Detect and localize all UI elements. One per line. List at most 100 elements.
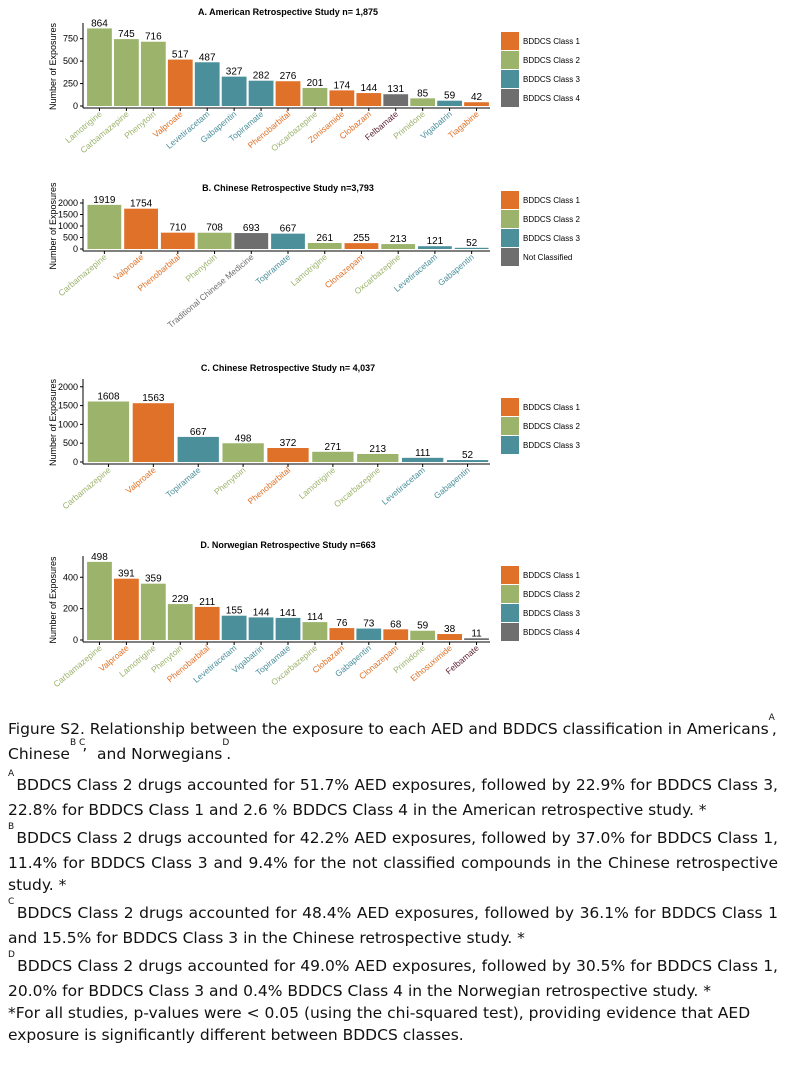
y-tick-label: 400: [63, 572, 78, 582]
y-tick-label: 0: [73, 635, 78, 645]
bar-oxcarbazepine: [302, 87, 328, 106]
x-tick-label: Topiramate: [164, 465, 203, 500]
bar-value-label: 59: [444, 91, 456, 102]
bar-value-label: 327: [226, 67, 243, 78]
bar-value-label: 487: [199, 52, 216, 63]
bar-gabapentin: [221, 76, 247, 106]
legend-swatch: [501, 623, 519, 641]
legend-swatch: [501, 566, 519, 584]
y-tick-label: 500: [63, 56, 78, 66]
legend-swatch: [501, 51, 519, 69]
note-c-marker: C: [8, 897, 15, 907]
bar-oxcarbazepine: [381, 244, 416, 249]
bar-gabapentin: [446, 460, 489, 462]
bar-felbamate: [383, 94, 409, 106]
x-tick-label: Carbamazepine: [56, 252, 109, 298]
legend-swatch: [501, 417, 519, 435]
bar-lamotrigine: [140, 583, 166, 640]
footnote: *For all studies, p-values were < 0.05 (…: [8, 1004, 751, 1044]
bar-topiramate: [248, 80, 274, 106]
bar-felbamate: [464, 638, 489, 640]
bar-phenytoin: [222, 443, 264, 462]
x-tick-label: Gabapentin: [436, 252, 476, 288]
chart-d: D. Norwegian Retrospective Study n=663 Nu…: [48, 540, 580, 689]
legend-label: BDDCS Class 3: [523, 234, 580, 243]
legend-swatch: [501, 32, 519, 50]
bar-value-label: 144: [253, 607, 270, 618]
bar-gabapentin: [454, 247, 489, 249]
bar-value-label: 745: [118, 29, 135, 40]
legend-swatch: [501, 210, 519, 228]
bar-value-label: 229: [172, 594, 189, 605]
note-a-text: BDDCS Class 2 drugs accounted for 51.7% …: [8, 776, 778, 819]
y-tick-label: 1500: [58, 210, 78, 220]
caption-title: Figure S2. Relationship between the expo…: [8, 720, 769, 738]
legend-label: BDDCS Class 4: [523, 94, 580, 103]
bar-valproate: [132, 403, 174, 462]
bar-levetiracetam: [194, 62, 220, 106]
bar-phenytoin: [197, 232, 232, 249]
caption-period: .: [226, 745, 232, 763]
bar-value-label: 282: [253, 71, 270, 82]
chart-c: C. Chinese Retrospective Study n= 4,037 N…: [48, 363, 580, 511]
legend-label: BDDCS Class 1: [523, 196, 580, 205]
bar-value-label: 517: [172, 50, 189, 61]
bar-value-label: 498: [91, 552, 108, 563]
note-b: B BDDCS Class 2 drugs accounted for 42.2…: [8, 822, 778, 896]
y-axis-label: Number of Exposures: [48, 22, 58, 110]
note-d-marker: D: [8, 950, 15, 960]
legend-label: BDDCS Class 3: [523, 441, 580, 450]
bar-clobazam: [356, 93, 382, 106]
bar-valproate: [114, 578, 139, 640]
y-axis-label: Number of Exposures: [48, 556, 58, 644]
bar-vigabatrin: [248, 617, 274, 640]
bar-value-label: 121: [427, 236, 444, 247]
bar-value-label: 114: [307, 612, 323, 623]
bar-value-label: 1919: [93, 195, 116, 206]
y-axis-label: Number of Exposures: [48, 378, 58, 466]
bar-value-label: 716: [145, 32, 162, 43]
chart-title: B. Chinese Retrospective Study n=3,793: [202, 183, 374, 193]
y-tick-label: 0: [73, 101, 78, 111]
bar-value-label: 693: [243, 223, 260, 234]
bar-levetiracetam: [221, 615, 247, 640]
x-tick-label: Phenytoin: [183, 252, 219, 284]
y-tick-label: 2000: [58, 382, 78, 392]
bar-gabapentin: [356, 628, 382, 640]
figure-caption: Figure S2. Relationship between the expo…: [8, 713, 778, 1044]
chart-b: B. Chinese Retrospective Study n=3,793 Nu…: [48, 182, 580, 330]
x-tick-label: Carbamazepine: [60, 465, 113, 511]
bar-value-label: 1754: [130, 199, 153, 210]
y-axis-label: Number of Exposures: [48, 182, 58, 270]
bar-primidone: [410, 98, 436, 106]
bar-value-label: 73: [363, 619, 375, 630]
bar-phenobarbital: [160, 232, 195, 249]
legend-label: BDDCS Class 1: [523, 403, 580, 412]
legend-label: BDDCS Class 1: [523, 571, 580, 580]
legend-label: BDDCS Class 3: [523, 75, 580, 84]
bar-oxcarbazepine: [302, 622, 328, 640]
bar-topiramate: [177, 436, 219, 462]
bar-value-label: 42: [471, 92, 483, 103]
y-tick-label: 1000: [58, 419, 78, 429]
bar-carbamazepine: [114, 39, 139, 106]
bar-vigabatrin: [437, 100, 462, 106]
bar-value-label: 76: [336, 618, 348, 629]
bar-lamotrigine: [87, 28, 112, 106]
bar-value-label: 59: [417, 621, 429, 632]
legend-label: BDDCS Class 3: [523, 609, 580, 618]
note-a: A BDDCS Class 2 drugs accounted for 51.7…: [8, 769, 778, 821]
note-d-text: BDDCS Class 2 drugs accounted for 49.0% …: [8, 957, 778, 1000]
bar-value-label: 144: [360, 83, 377, 94]
bar-value-label: 667: [190, 427, 207, 438]
y-tick-label: 0: [73, 244, 78, 254]
bar-value-label: 1563: [142, 393, 165, 404]
bar-value-label: 359: [145, 574, 162, 585]
bar-value-label: 68: [390, 619, 402, 630]
legend-swatch: [501, 191, 519, 209]
bar-clobazam: [329, 628, 355, 640]
x-tick-label: Topiramate: [254, 252, 293, 287]
y-tick-label: 500: [63, 438, 78, 448]
bar-topiramate: [271, 233, 305, 249]
x-tick-label: Phenytoin: [212, 465, 248, 497]
